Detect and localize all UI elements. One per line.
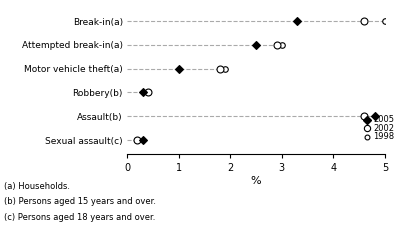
- Text: 2002: 2002: [373, 124, 394, 133]
- Text: (c) Persons aged 18 years and over.: (c) Persons aged 18 years and over.: [4, 213, 155, 222]
- Text: (b) Persons aged 15 years and over.: (b) Persons aged 15 years and over.: [4, 197, 156, 207]
- Text: (a) Households.: (a) Households.: [4, 182, 70, 191]
- Text: 1998: 1998: [373, 132, 394, 141]
- Text: 2005: 2005: [373, 115, 394, 124]
- X-axis label: %: %: [251, 176, 261, 186]
